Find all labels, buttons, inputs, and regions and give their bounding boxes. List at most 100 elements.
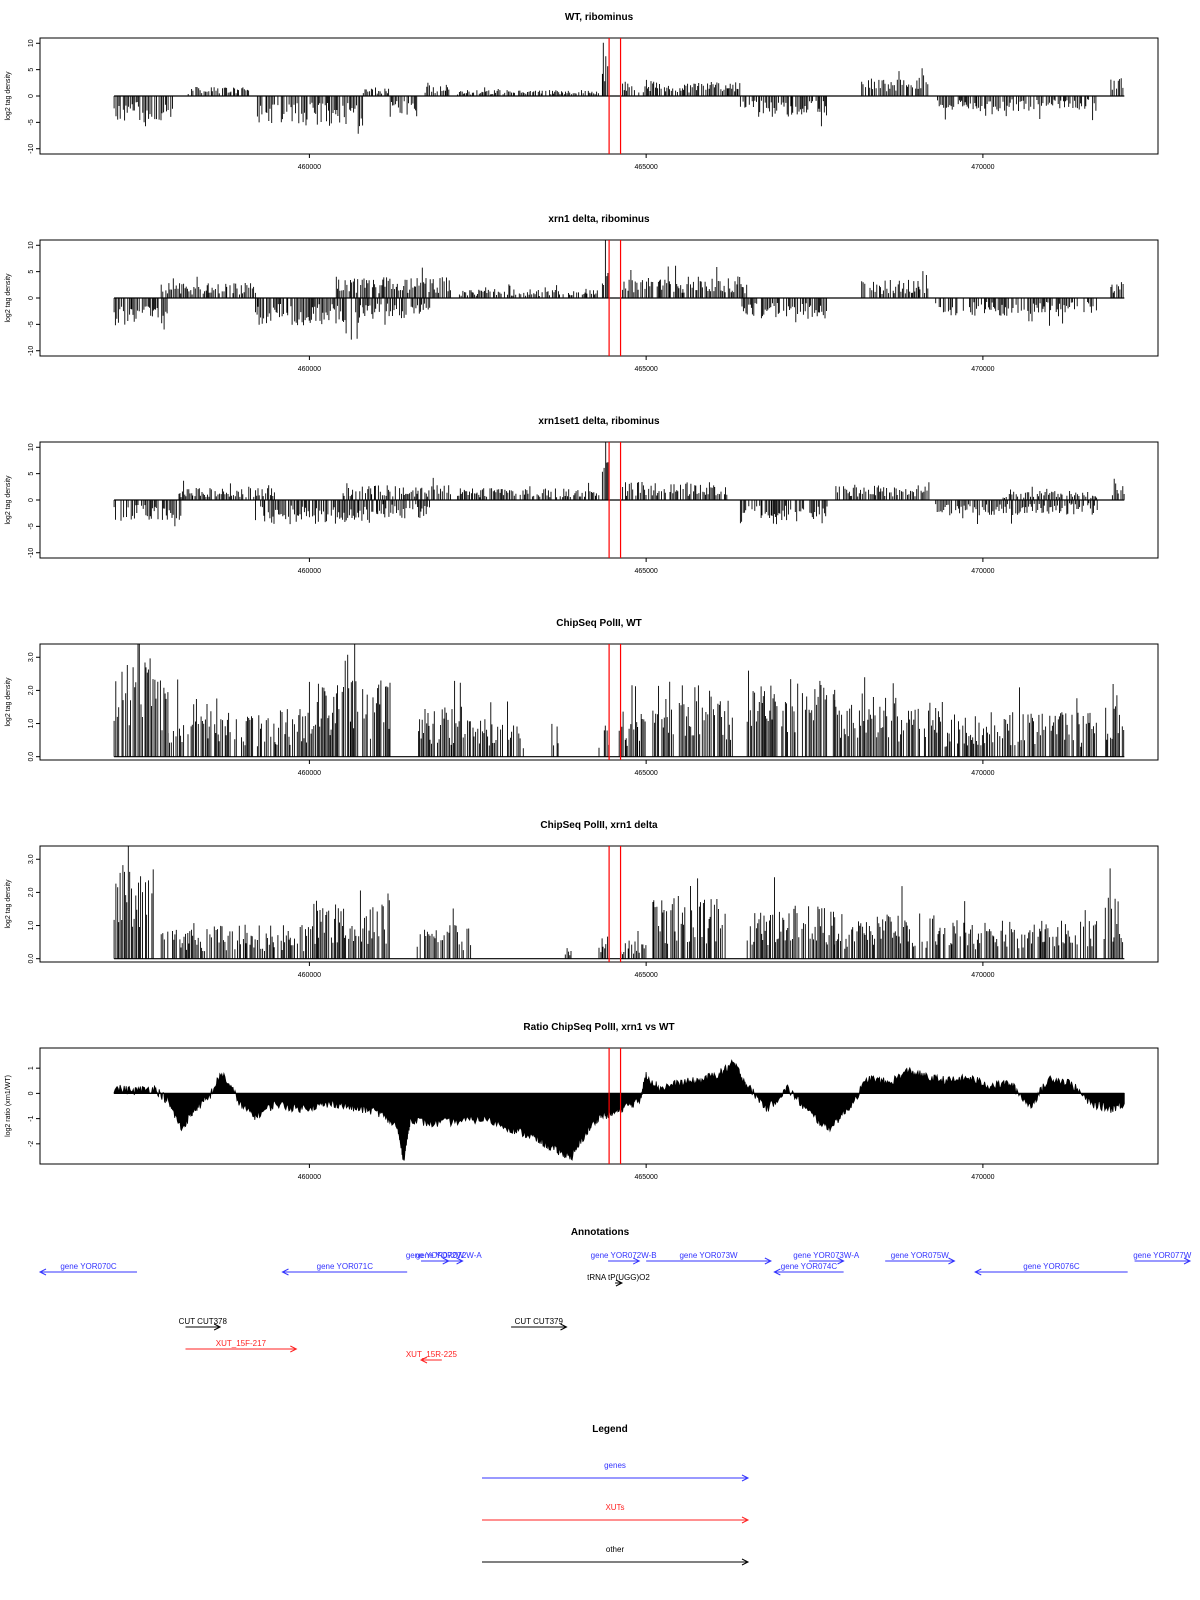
bar-marks	[598, 936, 609, 959]
bar-marks	[739, 96, 827, 127]
annotation-item: gene YOR073W-A	[793, 1251, 860, 1265]
bar-segment	[935, 901, 1098, 959]
x-tick-label: 465000	[634, 770, 657, 777]
bar-marks	[418, 680, 477, 757]
bar-marks	[310, 890, 390, 959]
x-tick-label: 470000	[971, 770, 994, 777]
bar-segment	[160, 923, 256, 959]
y-tick-label: 1.0	[28, 719, 35, 729]
x-tick-label: 470000	[971, 972, 994, 979]
bar-marks	[1105, 684, 1125, 757]
bar-marks	[362, 298, 431, 325]
bar-marks	[255, 298, 364, 340]
legend-label: other	[606, 1545, 625, 1554]
bar-segment	[418, 680, 477, 757]
y-axis-label: log2 tag density	[5, 273, 12, 323]
y-tick-label: 2.0	[28, 887, 35, 897]
bar-segment	[113, 846, 154, 959]
chart-title: xrn1 delta, ribominus	[548, 214, 650, 225]
arrowhead-icon	[741, 1558, 750, 1566]
bar-segment	[477, 701, 524, 757]
bar-segment	[310, 890, 390, 959]
bar-segment	[308, 644, 391, 757]
legend-entry: other	[482, 1545, 750, 1566]
bar-marks	[834, 677, 935, 757]
bar-marks	[834, 886, 935, 959]
bar-segment	[1111, 478, 1125, 500]
arrowhead-icon	[38, 1268, 47, 1276]
chart-title: WT, ribominus	[565, 12, 634, 23]
bar-segment	[935, 500, 1098, 524]
bar-marks	[601, 240, 609, 298]
annotation-item: gene YOR071C	[281, 1262, 408, 1276]
annotation-label: XUT_15R-225	[406, 1350, 458, 1359]
bar-segment	[256, 96, 364, 134]
bar-marks	[618, 685, 646, 757]
bar-marks	[256, 96, 364, 134]
x-tick-label: 465000	[634, 1174, 657, 1181]
bar-marks	[601, 442, 609, 500]
y-tick-label: -10	[28, 144, 35, 154]
plot-area	[113, 644, 1125, 758]
annotation-label: CUT CUT378	[179, 1317, 228, 1326]
bar-marks	[255, 500, 378, 525]
bar-segment	[160, 276, 256, 298]
bar-segment	[113, 644, 169, 757]
arrowhead-icon	[741, 1474, 750, 1482]
bar-segment	[113, 298, 168, 330]
bar-segment	[598, 725, 610, 757]
bar-segment	[458, 284, 598, 298]
bar-segment	[601, 240, 609, 298]
y-tick-label: -2	[28, 1141, 35, 1147]
annotation-label: gene YOR072W-A	[416, 1251, 483, 1260]
bar-marks	[935, 901, 1098, 959]
bar-marks	[835, 482, 930, 500]
y-tick-label: 0	[28, 498, 35, 502]
bar-marks	[477, 701, 524, 757]
bar-marks	[746, 877, 835, 959]
y-tick-label: 0.0	[28, 954, 35, 964]
annotation-item: tRNA tP(UGG)O2	[587, 1273, 650, 1287]
bar-segment	[342, 477, 451, 500]
bar-marks	[935, 500, 1098, 524]
bar-segment	[652, 878, 726, 959]
bar-segment	[834, 886, 935, 959]
annotation-item: gene YOR072W-B	[591, 1251, 657, 1265]
plot-area	[113, 846, 1125, 960]
bar-segment	[620, 931, 647, 959]
bar-segment	[424, 82, 450, 96]
y-tick-label: 10	[28, 241, 35, 249]
bar-marks	[376, 500, 430, 519]
bar-marks	[362, 87, 390, 96]
annotation-label: gene YOR073W	[679, 1251, 738, 1260]
arrowhead-icon	[837, 1257, 845, 1265]
bar-segment	[167, 679, 228, 757]
bar-segment	[652, 681, 733, 757]
y-tick-label: -10	[28, 346, 35, 356]
annotation-item: gene YOR072W-A	[416, 1251, 483, 1265]
bar-marks	[308, 644, 391, 757]
annotations-panel: Annotations gene YOR070C gene YOR071C gene …	[38, 1227, 1192, 1364]
annotations-title: Annotations	[571, 1227, 630, 1238]
arrowhead-icon	[281, 1268, 289, 1276]
y-tick-label: 5	[28, 68, 35, 72]
annotation-item: XUT_15F-217	[185, 1339, 298, 1353]
annotation-label: gene YOR076C	[1023, 1262, 1080, 1271]
y-axis-label: log2 tag density	[5, 475, 12, 525]
bar-marks	[564, 948, 572, 959]
bar-segment	[861, 68, 929, 96]
bar-marks	[620, 931, 647, 959]
chart-panel-1: WT, ribominus 10 5 0 -5 -10 log2 tag density 46…	[5, 12, 1159, 171]
arrowhead-icon	[456, 1257, 464, 1265]
x-tick-label: 465000	[634, 366, 657, 373]
bar-marks	[622, 79, 741, 96]
bar-marks	[335, 267, 451, 298]
x-tick-label: 460000	[298, 770, 321, 777]
arrowhead-icon	[764, 1257, 772, 1265]
bar-marks	[113, 500, 182, 527]
bar-segment	[937, 96, 1097, 121]
bar-segment	[335, 267, 451, 298]
bar-segment	[861, 271, 929, 298]
y-tick-label: -1	[28, 1115, 35, 1121]
